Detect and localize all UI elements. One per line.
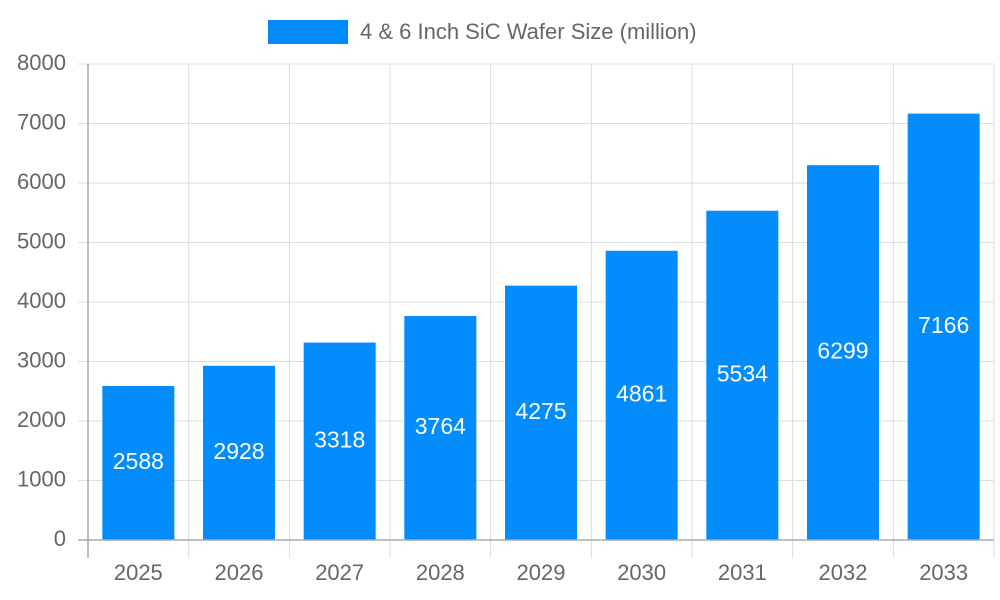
y-tick-label: 6000 — [17, 169, 66, 194]
y-tick-label: 3000 — [17, 347, 66, 372]
data-label: 3764 — [415, 413, 466, 439]
data-label: 7166 — [918, 312, 969, 338]
x-tick-label: 2026 — [215, 560, 264, 585]
data-label: 3318 — [314, 426, 365, 452]
bar — [807, 165, 879, 540]
bar — [706, 210, 779, 541]
data-label: 2588 — [113, 448, 164, 474]
x-tick-label: 2025 — [114, 560, 163, 585]
legend-swatch — [268, 20, 348, 44]
bar — [505, 285, 577, 540]
bar — [102, 386, 175, 540]
y-tick-label: 1000 — [17, 466, 66, 491]
y-tick-label: 0 — [54, 526, 66, 551]
x-tick-label: 2029 — [517, 560, 566, 585]
bar — [404, 316, 477, 540]
x-tick-label: 2032 — [819, 560, 868, 585]
bar — [303, 342, 376, 540]
y-tick-label: 8000 — [17, 50, 66, 75]
y-tick-label: 2000 — [17, 407, 66, 432]
data-label: 2928 — [213, 438, 264, 464]
bar — [203, 365, 275, 540]
x-tick-label: 2033 — [919, 560, 968, 585]
x-tick-label: 2030 — [617, 560, 666, 585]
y-tick-label: 7000 — [17, 109, 66, 134]
y-tick-label: 4000 — [17, 288, 66, 313]
data-label: 4275 — [515, 398, 566, 424]
bar — [907, 113, 980, 541]
y-tick-label: 5000 — [17, 228, 66, 253]
data-label: 5534 — [717, 360, 768, 386]
x-tick-label: 2027 — [315, 560, 364, 585]
legend-label: 4 & 6 Inch SiC Wafer Size (million) — [360, 19, 697, 44]
data-label: 6299 — [817, 338, 868, 364]
data-label: 4861 — [616, 380, 667, 406]
bar — [605, 250, 678, 540]
x-tick-label: 2031 — [718, 560, 767, 585]
x-tick-label: 2028 — [416, 560, 465, 585]
